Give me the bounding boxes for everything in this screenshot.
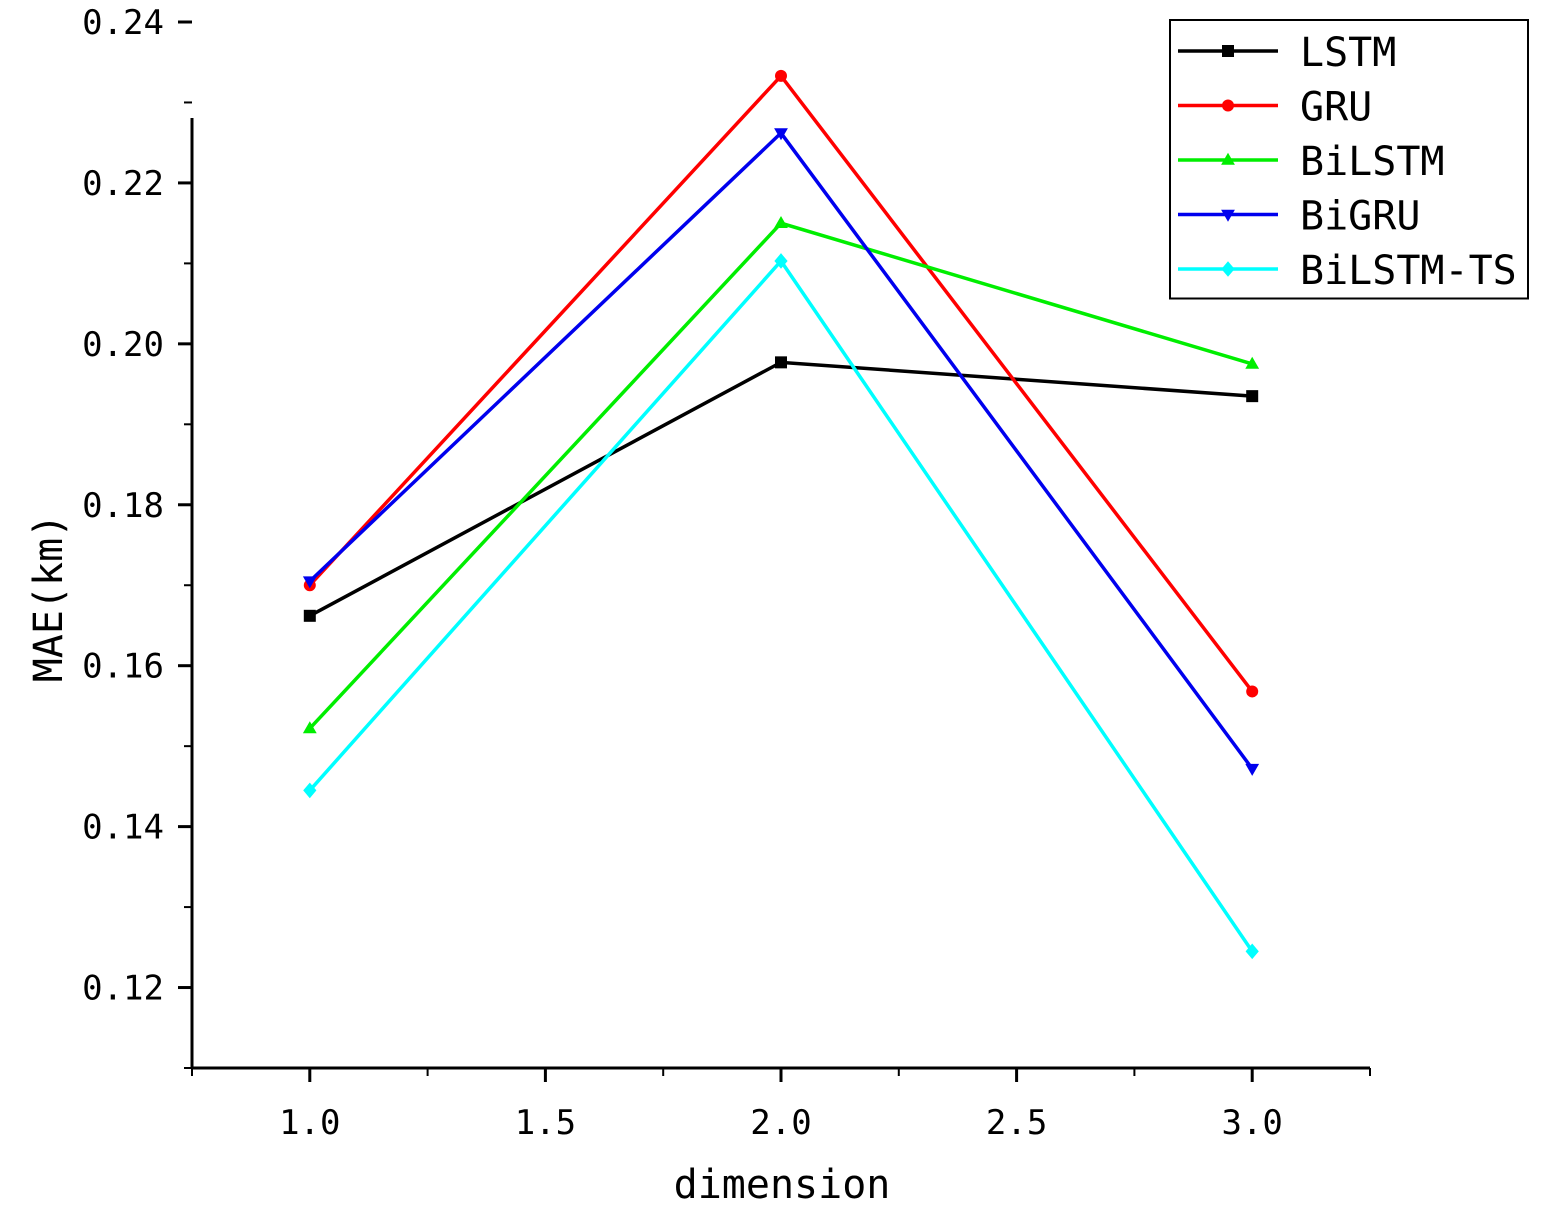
legend-item-gru: GRU (1178, 85, 1372, 131)
series-layer (302, 69, 1260, 960)
legend-label-lstm: LSTM (1300, 30, 1396, 76)
series-bilstm (302, 215, 1260, 734)
data-point-bilstm (1245, 356, 1260, 369)
axes: 0.12 0.14 0.16 0.18 0.20 0.22 0.24 1.0 1.5 2.0 2.5… (82, 3, 1371, 1143)
data-point-lstm (1246, 390, 1259, 403)
legend: LSTM GRU BiLSTM BiGRU BiLSTM-TS (1169, 19, 1529, 300)
x-tick-label: 2.5 (986, 1103, 1047, 1143)
x-tick-label: 2.0 (750, 1103, 811, 1143)
x-tick-label: 1.0 (279, 1103, 340, 1143)
legend-item-bigru: BiGRU (1178, 194, 1420, 240)
y-tick-label: 0.24 (82, 3, 164, 43)
legend-marker-lstm (1222, 45, 1234, 57)
data-point-bilstm (302, 721, 317, 734)
y-tick-label: 0.14 (82, 808, 164, 848)
y-axis-title: MAE(km) (26, 514, 72, 683)
series-bigru (302, 128, 1260, 776)
legend-label-gru: GRU (1300, 85, 1372, 131)
x-tick-label: 3.0 (1221, 1103, 1282, 1143)
series-lstm (303, 356, 1259, 622)
legend-label-bilstm: BiLSTM (1300, 139, 1445, 185)
y-tick-label: 0.22 (82, 164, 164, 204)
legend-marker-gru (1222, 99, 1234, 112)
legend-item-lstm: LSTM (1178, 30, 1396, 76)
legend-label-bigru: BiGRU (1300, 194, 1420, 240)
series-line-gru (308, 73, 1254, 693)
data-point-bilstm (774, 215, 788, 228)
y-tick-label: 0.18 (82, 486, 164, 526)
legend-marker-bilstm (1221, 152, 1235, 165)
legend-marker-bigru (1221, 209, 1235, 222)
data-point-gru (1246, 685, 1259, 698)
data-point-bigru (774, 128, 788, 141)
series-bilstm-ts (303, 253, 1259, 960)
series-line-bilstm (308, 221, 1253, 730)
data-point-bilstm-ts (303, 782, 317, 799)
data-point-bigru (302, 576, 317, 589)
data-point-lstm (775, 356, 787, 369)
legend-label-bilstm-ts: BiLSTM-TS (1300, 248, 1517, 294)
series-gru (303, 69, 1259, 698)
x-axis-title: dimension (674, 1162, 891, 1208)
y-tick-label: 0.16 (82, 647, 164, 687)
series-line-bigru (308, 130, 1254, 770)
y-tick-label: 0.12 (82, 969, 164, 1009)
x-tick-label: 1.5 (515, 1103, 576, 1143)
y-tick-label: 0.20 (82, 325, 164, 365)
legend-item-bilstm: BiLSTM (1178, 139, 1445, 185)
legend-item-bilstm-ts: BiLSTM-TS (1178, 248, 1517, 294)
data-point-bigru (1245, 763, 1260, 776)
data-point-gru (775, 69, 787, 82)
data-point-bilstm-ts (774, 253, 788, 269)
data-point-bilstm-ts (1245, 943, 1259, 960)
data-point-lstm (303, 609, 316, 622)
legend-marker-bilstm-ts (1221, 261, 1235, 277)
